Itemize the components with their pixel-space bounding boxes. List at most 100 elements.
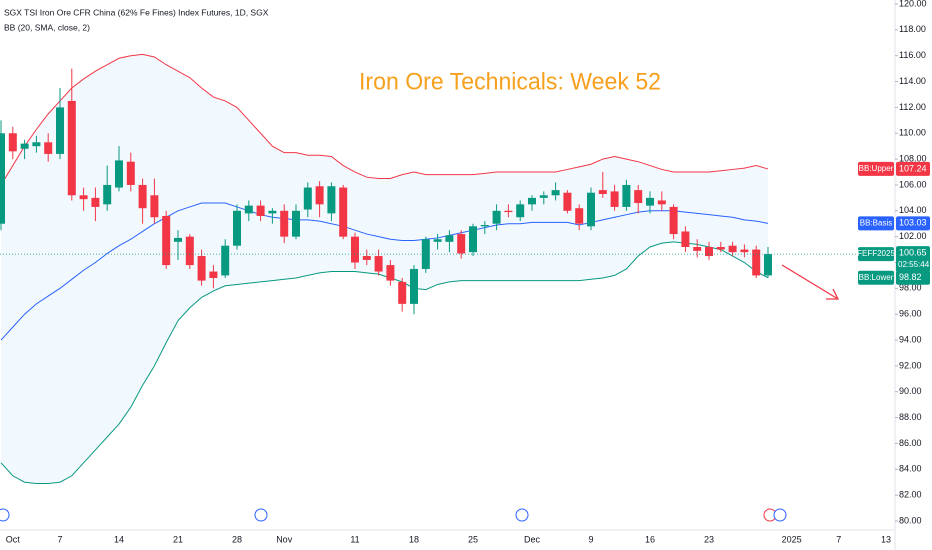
- event-icon[interactable]: [773, 508, 787, 522]
- candle-body: [622, 184, 631, 207]
- x-tick-label: 16: [645, 534, 655, 544]
- y-tick-label: 82.00: [899, 490, 922, 500]
- candle-body: [551, 190, 560, 196]
- last-price: 100.65: [899, 247, 927, 257]
- candle-body: [421, 239, 430, 269]
- x-tick-label: 28: [232, 534, 242, 544]
- y-tick-label: 114.00: [899, 76, 926, 86]
- candle-body: [705, 246, 713, 257]
- y-tick-label: 80.00: [899, 515, 922, 525]
- candle-body: [79, 195, 88, 200]
- band-fill: [1, 54, 768, 484]
- candle-body: [162, 215, 171, 266]
- candle-body: [103, 184, 112, 205]
- band-name-tag: [858, 216, 894, 231]
- y-tick-label: 106.00: [899, 179, 927, 189]
- candle-body: [398, 281, 407, 304]
- candle-body: [327, 186, 336, 214]
- x-tick-label: 7: [836, 534, 841, 544]
- candle-body: [8, 133, 17, 152]
- band-value-tag: [896, 161, 930, 176]
- candle-body: [598, 190, 607, 194]
- event-icon[interactable]: [0, 508, 10, 522]
- x-tick-label: 13: [881, 534, 891, 544]
- band-line: [0, 202, 769, 341]
- candle-body: [693, 246, 702, 251]
- y-tick-label: 98.00: [899, 283, 922, 293]
- band-name: BB:Upper: [859, 164, 894, 173]
- candle-body: [764, 254, 772, 276]
- candle-body: [351, 236, 359, 263]
- candle-body: [126, 161, 135, 185]
- x-tick-label: Dec: [524, 534, 541, 544]
- y-tick-label: 116.00: [899, 50, 926, 60]
- y-tick-label: 102.00: [899, 231, 927, 241]
- event-icon[interactable]: [254, 508, 268, 522]
- candle-body: [575, 208, 584, 224]
- candle-body: [209, 271, 218, 279]
- y-tick-label: 118.00: [899, 24, 926, 34]
- candle-body: [362, 256, 371, 260]
- y-tick-label: 108.00: [899, 153, 927, 163]
- last-price-tag: [896, 246, 930, 273]
- candle-body: [469, 226, 477, 253]
- event-icon[interactable]: [515, 508, 529, 522]
- symbol-name: FEFF2025: [857, 249, 895, 258]
- band-name: BB:Basis: [860, 218, 892, 227]
- band-value: 107.24: [899, 163, 927, 173]
- band-line: [0, 53, 769, 186]
- x-tick-label: 2025: [782, 534, 802, 544]
- y-tick-label: 88.00: [899, 412, 922, 422]
- candle-body: [44, 142, 53, 154]
- event-icons: [0, 508, 787, 522]
- candle-body: [20, 143, 29, 149]
- candle-body: [669, 206, 678, 235]
- symbol-tag: [858, 247, 894, 262]
- candle-body: [280, 210, 289, 237]
- y-tick-label: 104.00: [899, 205, 927, 215]
- candle-body: [504, 210, 513, 213]
- band-name-tag: [858, 270, 894, 285]
- y-tick-label: 86.00: [899, 438, 922, 448]
- x-tick-label: 14: [114, 534, 124, 544]
- y-tick-label: 112.00: [899, 102, 926, 112]
- candle-body: [528, 197, 536, 205]
- candle-body: [185, 236, 194, 266]
- candle-body: [752, 249, 761, 276]
- price-axis: 80.00 82.00 84.00 86.00 88.00 90.00 92.00 94.00…: [6, 0, 927, 544]
- x-tick-label: 25: [468, 534, 478, 544]
- candle-body: [138, 184, 147, 209]
- candle-body: [174, 237, 182, 242]
- x-tick-label: 18: [409, 534, 419, 544]
- band-value: 98.82: [899, 272, 922, 282]
- candle-body: [445, 235, 454, 242]
- band-value-tag: [896, 216, 930, 231]
- chart-title: SGX TSI Iron Ore CFR China (62% Fe Fines…: [4, 7, 269, 17]
- candle-body: [56, 107, 64, 154]
- band-value-tag: [896, 270, 930, 285]
- candle-body: [268, 210, 277, 214]
- x-tick-label: 11: [350, 534, 359, 544]
- candle-body: [646, 197, 654, 206]
- arrow-line: [781, 264, 839, 300]
- candle-body: [339, 187, 348, 237]
- y-tick-label: 120.00: [899, 0, 927, 8]
- y-tick-label: 84.00: [899, 464, 922, 474]
- y-tick-label: 92.00: [899, 360, 922, 370]
- y-tick-label: 96.00: [899, 309, 922, 319]
- candle-body: [457, 234, 466, 254]
- countdown: 02:55:44: [898, 260, 930, 269]
- candle-body: [492, 210, 501, 224]
- candle-body: [740, 249, 749, 253]
- candle-body: [480, 225, 489, 227]
- x-tick-label: Oct: [6, 534, 21, 544]
- candle-body: [221, 245, 230, 276]
- candle-body: [244, 205, 253, 214]
- arrow-head: [826, 288, 840, 300]
- candle-body: [716, 246, 725, 250]
- candle-body: [681, 231, 690, 247]
- x-tick-label: 7: [57, 534, 62, 544]
